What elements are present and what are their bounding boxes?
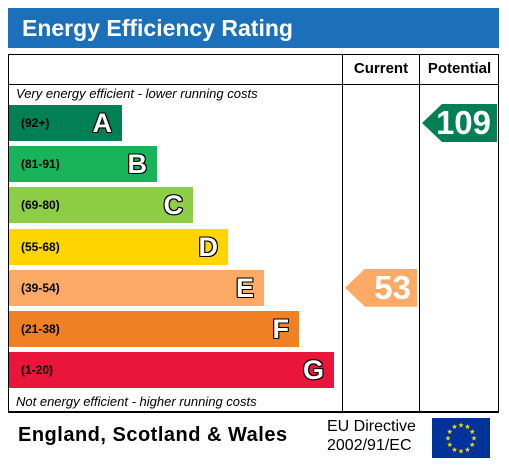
band-letter: E bbox=[235, 272, 254, 303]
potential-rating-value: 109 bbox=[435, 104, 491, 141]
header-divider bbox=[8, 84, 499, 85]
band-a: (92+) A bbox=[9, 105, 122, 141]
current-column-header: Current bbox=[353, 60, 409, 77]
eu-star-icon: ★ bbox=[445, 435, 451, 443]
caption-top: Very energy efficient - lower running co… bbox=[16, 86, 258, 101]
band-letter: C bbox=[163, 190, 184, 221]
band-range-label: (55-68) bbox=[21, 239, 60, 254]
band-letter: G bbox=[302, 355, 324, 386]
eu-flag-icon: ★ ★ ★ ★ ★ ★ ★ ★ ★ ★ ★ ★ bbox=[432, 418, 490, 458]
band-e: (39-54) E bbox=[9, 269, 264, 306]
footer-region: England, Scotland & Wales bbox=[18, 424, 288, 446]
eu-star-icon: ★ bbox=[451, 446, 457, 454]
potential-rating-arrow: 109 bbox=[422, 104, 497, 142]
band-range-label: (81-91) bbox=[21, 157, 60, 172]
eu-star-icon: ★ bbox=[469, 428, 475, 436]
eu-star-icon: ★ bbox=[458, 422, 464, 430]
band-range-label: (39-54) bbox=[21, 280, 60, 295]
divider-potential bbox=[419, 54, 420, 412]
band-letter: D bbox=[198, 231, 219, 262]
chart-title: Energy Efficiency Rating bbox=[22, 15, 293, 41]
band-c: (69-80) C bbox=[9, 187, 193, 224]
eu-star-icon: ★ bbox=[451, 423, 457, 431]
eu-directive-number: 2002/91/EC bbox=[327, 437, 412, 454]
band-d: (55-68) D bbox=[9, 228, 228, 265]
band-range-label: (21-38) bbox=[21, 322, 60, 336]
band-range-label: (92+) bbox=[21, 116, 50, 130]
band-g: (1-20) G bbox=[9, 352, 334, 389]
band-letter: B bbox=[127, 149, 148, 180]
band-f: (21-38) F bbox=[9, 311, 299, 347]
eu-star-icon: ★ bbox=[447, 428, 453, 436]
band-range-label: (1-20) bbox=[21, 363, 54, 378]
eu-star-icon: ★ bbox=[447, 441, 453, 449]
current-rating-value: 53 bbox=[374, 268, 411, 306]
potential-column-header: Potential bbox=[427, 60, 492, 77]
eu-star-icon: ★ bbox=[464, 446, 470, 454]
band-letter: A bbox=[92, 108, 113, 138]
band-letter: F bbox=[272, 314, 290, 344]
title-bar: Energy Efficiency Rating bbox=[8, 8, 499, 48]
divider-current bbox=[342, 54, 343, 412]
rating-table bbox=[8, 54, 499, 412]
eu-directive-label: EU Directive bbox=[327, 418, 416, 435]
eu-star-icon: ★ bbox=[464, 423, 470, 431]
eu-star-icon: ★ bbox=[458, 448, 464, 456]
band-range-label: (69-80) bbox=[21, 198, 60, 213]
eu-star-icon: ★ bbox=[471, 435, 477, 443]
band-b: (81-91) B bbox=[9, 146, 157, 183]
eu-star-icon: ★ bbox=[469, 441, 475, 449]
footer-divider bbox=[8, 412, 499, 413]
caption-bottom: Not energy efficient - higher running co… bbox=[16, 394, 257, 409]
